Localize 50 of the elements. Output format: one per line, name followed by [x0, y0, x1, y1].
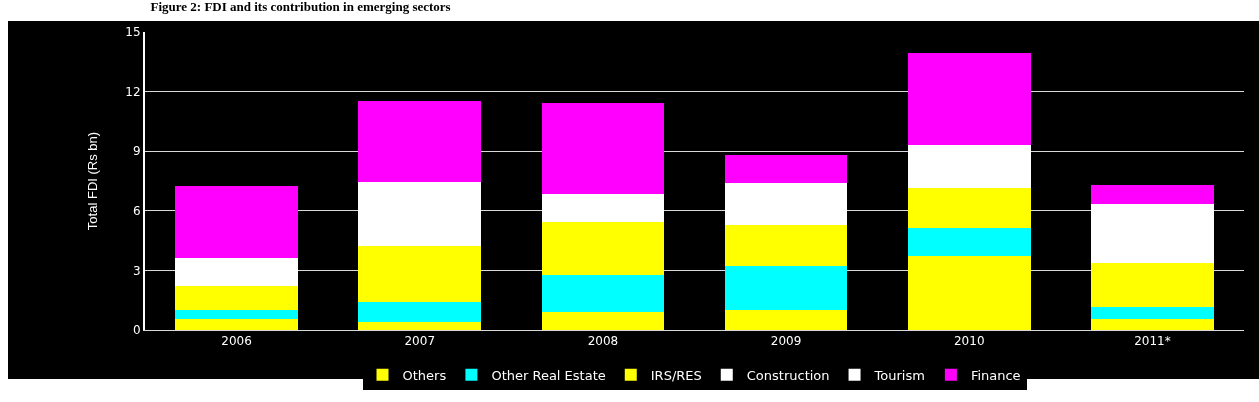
bar — [907, 256, 1031, 330]
bar — [724, 309, 848, 330]
bar — [907, 145, 1031, 188]
bar — [541, 274, 665, 312]
chart-title: Figure 2: FDI and its contribution in emerging sectors — [150, 0, 451, 15]
bar — [1091, 184, 1214, 205]
bar — [175, 309, 298, 320]
y-axis-title: Total FDI (Rs bn) — [84, 131, 100, 231]
x-tick-label: 2011* — [1134, 334, 1171, 349]
bar — [724, 155, 848, 183]
legend-label: Other Real Estate — [491, 367, 606, 383]
bar — [175, 285, 298, 310]
bar — [1091, 318, 1214, 330]
bar — [358, 301, 482, 322]
bar — [175, 257, 298, 286]
bar — [724, 265, 848, 310]
bar — [907, 228, 1031, 257]
x-tick-label: 2009 — [770, 334, 802, 349]
x-tick-label: 2010 — [953, 334, 985, 349]
bar — [1091, 306, 1214, 319]
bar — [1091, 204, 1214, 263]
bar — [175, 185, 298, 258]
bar — [358, 181, 482, 247]
y-tick-label: 3 — [132, 263, 141, 278]
legend-label: Construction — [746, 367, 830, 383]
bar — [724, 224, 848, 266]
bar — [358, 101, 482, 182]
legend-label: IRS/RES — [650, 367, 702, 383]
legend-label: Tourism — [873, 367, 925, 383]
legend-label: Finance — [970, 367, 1021, 383]
y-tick-label: 9 — [132, 144, 141, 159]
y-tick-label: 12 — [125, 84, 141, 99]
bar — [358, 321, 482, 330]
x-tick-label: 2008 — [587, 334, 619, 349]
x-tick-label: 2006 — [221, 334, 252, 349]
bar — [541, 221, 665, 275]
x-tick-label: 2007 — [404, 334, 436, 349]
bar — [541, 102, 665, 194]
y-tick-label: 0 — [132, 323, 141, 338]
bar — [907, 187, 1031, 229]
bar — [175, 319, 298, 330]
bar — [724, 182, 848, 225]
y-tick-label: 6 — [132, 204, 141, 218]
bar — [541, 311, 665, 330]
bar — [541, 193, 665, 222]
legend-label: Others — [402, 367, 447, 383]
bar — [358, 246, 482, 302]
bar — [1091, 262, 1214, 307]
y-tick-label: 15 — [125, 25, 141, 40]
bar — [907, 53, 1031, 146]
